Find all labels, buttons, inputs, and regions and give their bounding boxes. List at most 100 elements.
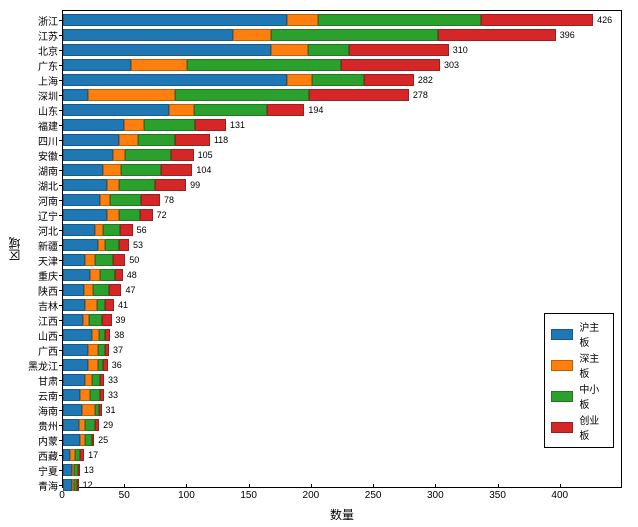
- bar-row: 47: [63, 284, 135, 296]
- bar-row: 278: [63, 89, 428, 101]
- category-label: 北京: [38, 43, 58, 58]
- bar-segment: [155, 179, 186, 191]
- bar-segment: [121, 164, 161, 176]
- bar-segment: [63, 404, 82, 416]
- value-label: 50: [129, 255, 139, 265]
- bar-segment: [88, 359, 98, 371]
- bar-segment: [63, 329, 92, 341]
- bar-row: 33: [63, 389, 118, 401]
- legend-item: 深主板: [551, 350, 607, 380]
- bar-segment: [63, 44, 271, 56]
- bar-segment: [107, 179, 119, 191]
- bar-segment: [63, 14, 287, 26]
- bar-segment: [341, 59, 441, 71]
- plot-area: 4263963103032822781941311181051049978725…: [62, 10, 622, 488]
- value-label: 38: [114, 330, 124, 340]
- bar-segment: [110, 194, 141, 206]
- value-label: 131: [230, 120, 245, 130]
- bar-row: 104: [63, 164, 211, 176]
- bar-segment: [103, 224, 120, 236]
- bar-segment: [82, 404, 96, 416]
- bar-row: 41: [63, 299, 128, 311]
- category-label: 上海: [38, 73, 58, 88]
- value-label: 31: [106, 405, 116, 415]
- y-axis-title: 区域: [6, 237, 23, 261]
- value-label: 282: [418, 75, 433, 85]
- x-tick: [186, 484, 187, 488]
- category-label: 宁夏: [38, 463, 58, 478]
- value-label: 118: [214, 135, 228, 145]
- category-label: 四川: [38, 133, 58, 148]
- bar-segment: [85, 254, 95, 266]
- bar-segment: [63, 209, 107, 221]
- legend-label: 深主板: [579, 350, 607, 380]
- bar-segment: [100, 374, 104, 386]
- bar-segment: [119, 239, 129, 251]
- x-tick-label: 50: [119, 490, 130, 501]
- category-label: 江西: [38, 313, 58, 328]
- category-label: 西藏: [38, 448, 58, 463]
- value-label: 41: [118, 300, 128, 310]
- bar-row: 310: [63, 44, 468, 56]
- legend-swatch: [551, 360, 573, 371]
- bar-row: 78: [63, 194, 174, 206]
- bar-segment: [97, 299, 106, 311]
- bar-row: 29: [63, 419, 113, 431]
- category-label: 深圳: [38, 88, 58, 103]
- value-label: 48: [127, 270, 137, 280]
- value-label: 25: [98, 435, 108, 445]
- category-label: 湖北: [38, 178, 58, 193]
- category-label: 安徽: [38, 148, 58, 163]
- bar-segment: [90, 269, 100, 281]
- x-tick-label: 250: [365, 490, 382, 501]
- category-label: 甘肃: [38, 373, 58, 388]
- legend-swatch: [551, 422, 573, 433]
- bar-row: 194: [63, 104, 323, 116]
- x-tick-label: 300: [427, 490, 444, 501]
- bar-segment: [95, 254, 112, 266]
- bar-segment: [63, 374, 85, 386]
- bar-row: 99: [63, 179, 200, 191]
- bar-segment: [141, 194, 160, 206]
- bar-row: 56: [63, 224, 147, 236]
- bar-segment: [113, 149, 125, 161]
- legend-label: 沪主板: [579, 319, 607, 349]
- value-label: 56: [137, 225, 147, 235]
- bar-segment: [63, 74, 287, 86]
- category-label: 吉林: [38, 298, 58, 313]
- bar-segment: [63, 314, 83, 326]
- bar-segment: [92, 434, 94, 446]
- value-label: 78: [164, 195, 174, 205]
- bar-segment: [100, 389, 104, 401]
- x-tick: [311, 484, 312, 488]
- category-label: 青海: [38, 478, 58, 493]
- bar-segment: [119, 134, 138, 146]
- bar-row: 72: [63, 209, 167, 221]
- bar-segment: [84, 284, 93, 296]
- bar-segment: [120, 224, 132, 236]
- bar-segment: [140, 209, 152, 221]
- bar-segment: [63, 434, 80, 446]
- bar-segment: [85, 419, 95, 431]
- bar-row: 50: [63, 254, 139, 266]
- bar-segment: [78, 464, 80, 476]
- value-label: 36: [112, 360, 122, 370]
- x-axis-title: 数量: [330, 506, 354, 523]
- bar-segment: [171, 149, 193, 161]
- category-label: 新疆: [38, 238, 58, 253]
- bar-row: 105: [63, 149, 213, 161]
- bar-segment: [95, 419, 99, 431]
- bar-segment: [364, 74, 414, 86]
- category-label: 重庆: [38, 268, 58, 283]
- value-label: 396: [560, 30, 575, 40]
- bar-segment: [99, 404, 101, 416]
- value-label: 47: [125, 285, 135, 295]
- bar-segment: [63, 344, 88, 356]
- bar-row: 303: [63, 59, 459, 71]
- category-label: 海南: [38, 403, 58, 418]
- bar-segment: [194, 104, 267, 116]
- category-label: 贵州: [38, 418, 58, 433]
- bar-segment: [119, 209, 140, 221]
- bar-segment: [105, 344, 109, 356]
- bar-segment: [92, 329, 99, 341]
